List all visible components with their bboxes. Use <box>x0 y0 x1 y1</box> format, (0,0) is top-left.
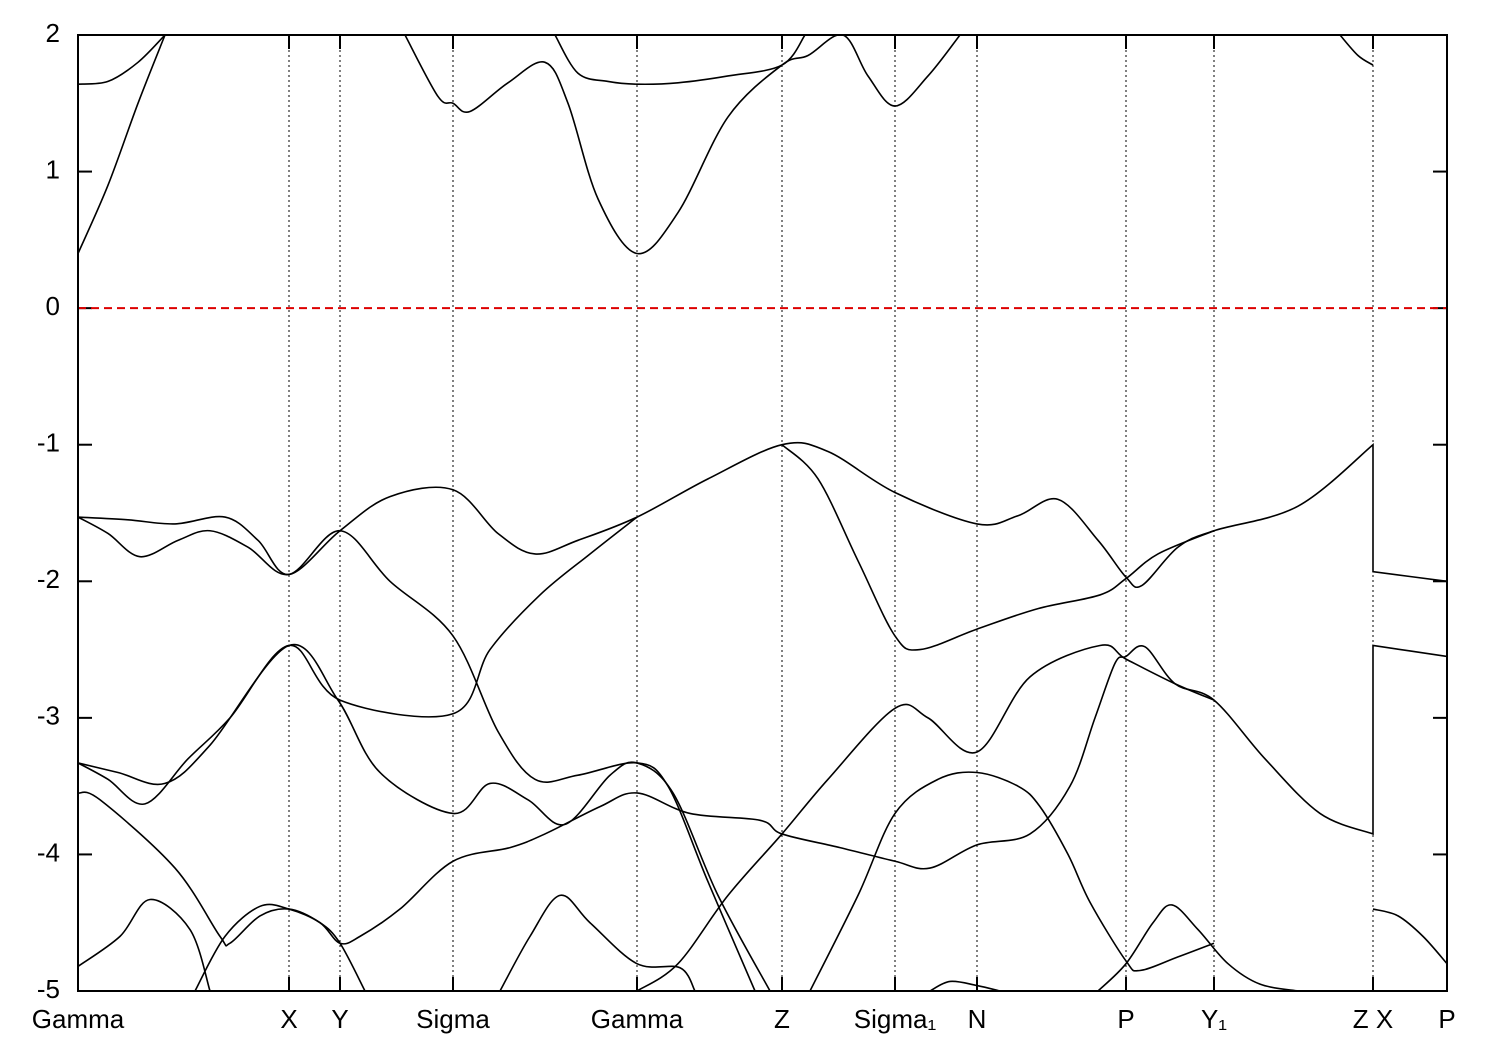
y-tick-label: -3 <box>37 701 60 731</box>
band-line <box>929 980 1001 991</box>
band-line <box>636 644 1215 991</box>
x-tick-label: Y₁ <box>1201 1004 1227 1034</box>
x-tick-label: Y <box>331 1004 348 1034</box>
band-line <box>78 35 166 254</box>
x-tick-label: X <box>280 1004 297 1034</box>
band-line <box>78 35 166 85</box>
y-tick-label: 0 <box>46 291 60 321</box>
y-tick-label: -5 <box>37 974 60 1004</box>
band-line <box>1339 35 1374 66</box>
band-line <box>78 516 756 991</box>
x-tick-label: N <box>968 1004 987 1034</box>
x-tick-label: Sigma <box>416 1004 490 1034</box>
band-line <box>809 771 1215 991</box>
x-tick-label: Sigma₁ <box>854 1004 937 1034</box>
band-line <box>404 35 961 255</box>
band-line <box>1097 904 1299 991</box>
x-tick-label: Z <box>774 1004 790 1034</box>
y-tick-label: 2 <box>46 18 60 48</box>
band-line <box>78 441 1447 589</box>
band-line <box>1372 908 1447 965</box>
band-line <box>78 516 638 805</box>
x-tick-label: P <box>1117 1004 1134 1034</box>
band-line <box>499 894 696 991</box>
y-tick-label: -4 <box>37 837 60 867</box>
x-tick-label: P <box>1438 1004 1455 1034</box>
y-tick-label: -2 <box>37 564 60 594</box>
band-line <box>194 903 366 991</box>
bands <box>78 35 1447 991</box>
band-line <box>554 35 806 86</box>
x-tick-label: Gamma <box>591 1004 684 1034</box>
band-line <box>78 898 211 991</box>
band-line <box>781 444 1215 651</box>
band-line <box>78 644 1447 947</box>
x-tick-label: Z X <box>1353 1004 1393 1034</box>
x-tick-label: Gamma <box>32 1004 125 1034</box>
y-tick-label: -1 <box>37 428 60 458</box>
y-tick-label: 1 <box>46 154 60 184</box>
plot-frame <box>77 34 1448 992</box>
grid <box>77 34 1448 992</box>
band-line <box>78 643 771 991</box>
tick-labels: -5 -4 -3 -2 -1 0 1 2 Gamma X Y Sigma Gamma Z Sigma₁ N P Y… <box>32 18 1456 1034</box>
